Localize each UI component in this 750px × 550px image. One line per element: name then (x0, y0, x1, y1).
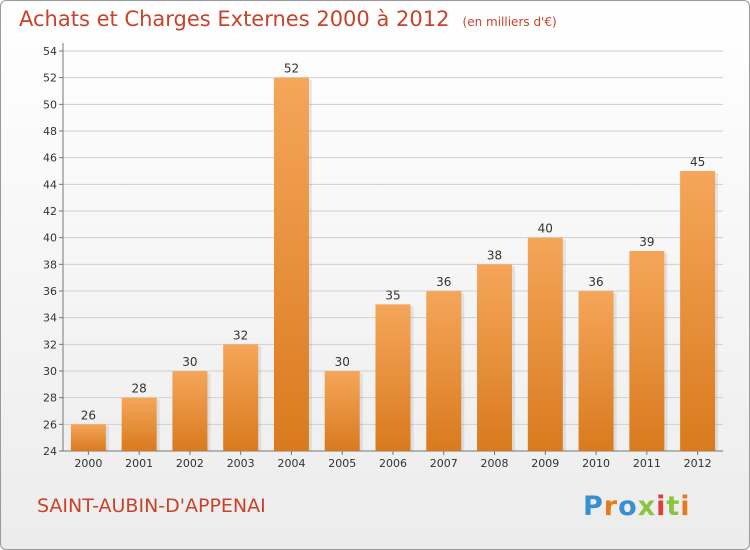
bar (223, 344, 259, 451)
y-tick-label: 28 (43, 392, 57, 405)
x-tick-label: 2007 (430, 457, 458, 470)
data-label: 26 (81, 408, 96, 422)
commune-name: SAINT-AUBIN-D'APPENAI (37, 495, 266, 517)
brand-letter: x (637, 491, 657, 522)
y-tick-label: 40 (43, 232, 57, 245)
bar (629, 251, 665, 451)
data-label: 52 (284, 62, 299, 76)
x-tick-label: 2011 (633, 457, 661, 470)
y-tick-label: 26 (43, 418, 57, 431)
data-label: 36 (436, 275, 451, 289)
x-tick-label: 2010 (582, 457, 610, 470)
x-tick-label: 2005 (328, 457, 356, 470)
y-tick-label: 52 (43, 72, 57, 85)
data-label: 39 (639, 235, 654, 249)
x-tick-label: 2001 (125, 457, 153, 470)
x-tick-label: 2004 (277, 457, 305, 470)
x-tick-label: 2006 (379, 457, 407, 470)
chart-title: Achats et Charges Externes 2000 à 2012 (19, 7, 450, 31)
x-tick-label: 2002 (176, 457, 204, 470)
x-tick-label: 2003 (227, 457, 255, 470)
brand-letter: r (603, 491, 619, 522)
brand-letter: t (666, 491, 681, 522)
bar (426, 291, 462, 451)
data-label: 30 (182, 355, 197, 369)
data-label: 38 (487, 248, 502, 262)
data-label: 28 (132, 382, 147, 396)
bar (273, 77, 309, 452)
y-tick-label: 38 (43, 258, 57, 271)
bar (680, 171, 716, 451)
data-label: 40 (538, 222, 553, 236)
y-tick-label: 32 (43, 338, 57, 351)
y-tick-label: 48 (43, 125, 57, 138)
y-tick-label: 36 (43, 285, 57, 298)
bar (527, 237, 563, 451)
x-tick-label: 2008 (481, 457, 509, 470)
data-label: 30 (335, 355, 350, 369)
data-label: 36 (588, 275, 603, 289)
data-label: 45 (690, 155, 705, 169)
x-tick-label: 2009 (531, 457, 559, 470)
brand-letter: o (618, 491, 638, 522)
x-tick-label: 2000 (74, 457, 102, 470)
bar (578, 291, 614, 451)
y-tick-label: 30 (43, 365, 57, 378)
tick-labels: 24 26 28 30 32 34 36 38 40 42 44 46 48 50 52 54 2000 2001… (43, 45, 712, 470)
bar (375, 304, 411, 451)
y-tick-label: 50 (43, 98, 57, 111)
brand-letter: i (680, 491, 691, 522)
bar (172, 371, 208, 451)
brand-logo: Proxiti (583, 491, 691, 522)
bar (70, 424, 106, 451)
y-tick-label: 42 (43, 205, 57, 218)
title-row: Achats et Charges Externes 2000 à 2012 (… (19, 7, 557, 31)
brand-letter: P (583, 491, 604, 522)
y-tick-label: 54 (43, 45, 57, 58)
y-tick-label: 44 (43, 178, 57, 191)
data-label: 32 (233, 328, 248, 342)
y-tick-label: 34 (43, 312, 57, 325)
bar (324, 371, 360, 451)
bar (477, 264, 513, 451)
y-tick-label: 24 (43, 445, 57, 458)
y-tick-label: 46 (43, 152, 57, 165)
bar (121, 397, 157, 451)
x-tick-label: 2012 (684, 457, 712, 470)
data-label: 35 (385, 288, 400, 302)
data-labels: 26 28 30 32 52 30 35 36 38 40 36 39 45 (81, 62, 706, 423)
bars (70, 77, 719, 452)
chart-unit: (en milliers d'€) (462, 15, 557, 29)
brand-letter: i (656, 491, 667, 522)
